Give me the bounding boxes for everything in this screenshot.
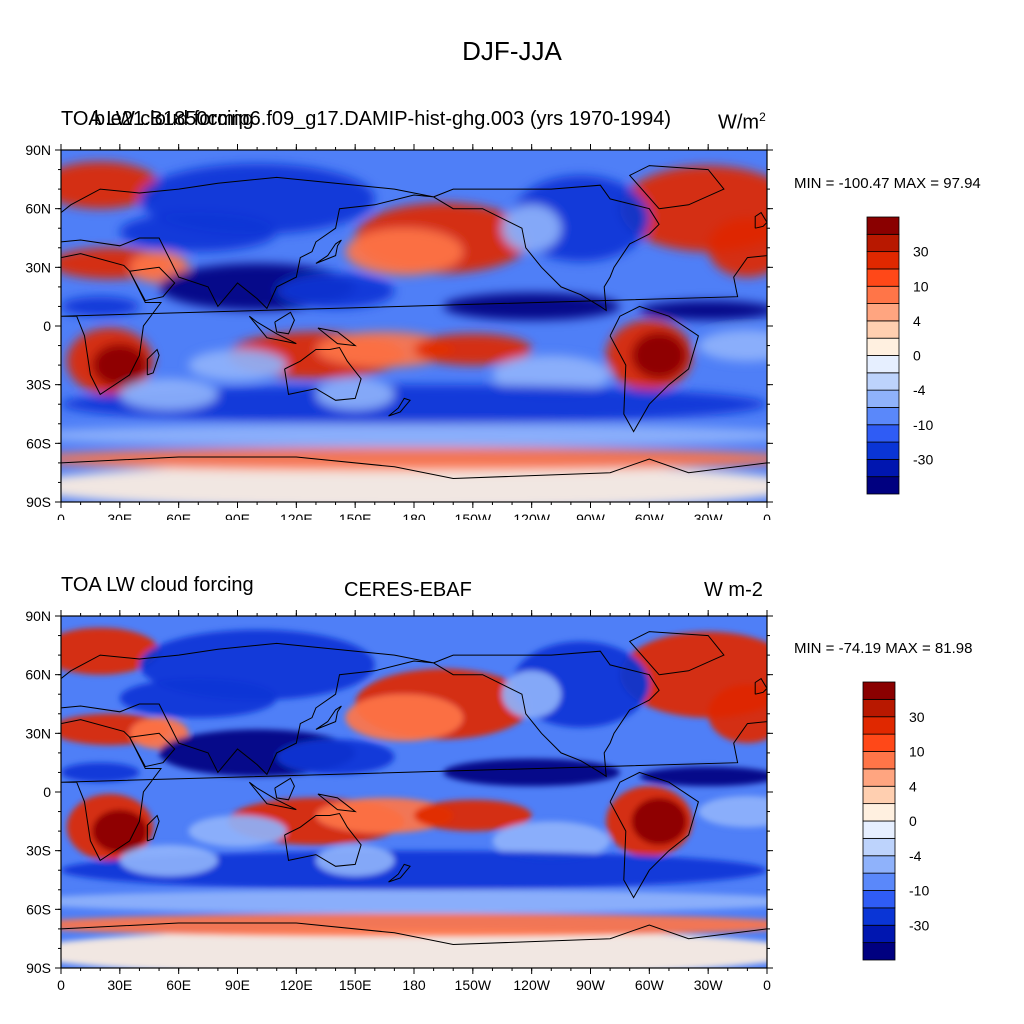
coastlines xyxy=(61,165,767,480)
lon-tick-label: 30W xyxy=(694,977,724,993)
lon-tick-label: 150W xyxy=(455,511,492,520)
colorbar-tick-label: 0 xyxy=(909,813,917,829)
colorbar-tick-label: 4 xyxy=(909,778,917,794)
lon-tick-label: 60E xyxy=(166,511,191,520)
colorbar-tick-label: 10 xyxy=(913,278,929,294)
lon-tick-label: 90E xyxy=(225,511,250,520)
coastlines xyxy=(61,631,767,946)
lat-tick-label: 60S xyxy=(26,901,51,917)
axis-ticks xyxy=(55,610,773,974)
colorbar-box xyxy=(862,698,896,718)
colorbar-box xyxy=(862,855,896,874)
lat-tick-label: 30N xyxy=(25,259,51,275)
lon-tick-label: 60W xyxy=(635,511,665,520)
colorbar-tick-label: -4 xyxy=(913,382,926,398)
colorbar-tick-label: 0 xyxy=(913,348,921,364)
colorbar-box xyxy=(862,803,896,822)
lat-tick-label: 90S xyxy=(26,960,51,976)
model-panel: TOA LW cloud forcing b.e21.B1850cmip6.f0… xyxy=(25,108,981,520)
lat-tick-label: 60N xyxy=(25,667,51,683)
lon-tick-label: 90E xyxy=(225,977,250,993)
map-plot: 90N 60N 30N 0 30S 60S 90S 0 30E 60E 90E 120E 150E 180… xyxy=(25,142,773,520)
colorbar-tick-label: 10 xyxy=(909,744,925,760)
colorbar-box xyxy=(862,785,896,805)
colorbar: 30 10 4 0 -4 -10 -30 xyxy=(866,216,933,495)
colorbar-box xyxy=(862,872,896,891)
axis-ticks xyxy=(55,144,773,508)
colorbar-box xyxy=(862,681,896,700)
colorbar-box xyxy=(862,733,896,752)
lon-tick-label: 60E xyxy=(166,977,191,993)
colorbar-tick-label: -30 xyxy=(913,451,933,467)
lon-tick-label: 120E xyxy=(280,511,313,520)
lon-tick-label: 60W xyxy=(635,977,665,993)
lon-tick-label: 0 xyxy=(763,977,771,993)
lat-tick-label: 30S xyxy=(26,377,51,393)
colorbar-box xyxy=(862,924,896,944)
colorbar-box xyxy=(862,716,896,735)
units-label: W/m2 xyxy=(718,110,766,134)
lat-tick-label: 90N xyxy=(25,608,51,624)
lon-tick-label: 120W xyxy=(513,511,550,520)
colorbar-tick-label: -10 xyxy=(913,417,933,433)
colorbar-tick-label: 30 xyxy=(913,244,929,260)
lat-tick-label: 90S xyxy=(26,494,51,510)
lon-tick-label: 0 xyxy=(763,511,771,520)
colorbar-boxes xyxy=(862,681,896,961)
colorbar-box xyxy=(862,820,896,839)
lat-tick-label: 90N xyxy=(25,142,51,158)
left-title: TOA LW cloud forcing xyxy=(61,108,254,130)
colorbar-box xyxy=(862,751,896,770)
field-layer xyxy=(61,150,767,502)
lon-tick-label: 120W xyxy=(513,977,550,993)
lon-tick-label: 150W xyxy=(455,977,492,993)
colorbar-tick-label: -10 xyxy=(909,883,929,899)
lat-tick-label: 30S xyxy=(26,843,51,859)
colorbar-tick-label: 30 xyxy=(909,709,925,725)
min-max-label: MIN = -100.47 MAX = 97.94 xyxy=(794,175,981,192)
lat-tick-label: 30N xyxy=(25,725,51,741)
lon-tick-label: 0 xyxy=(57,511,65,520)
colorbar-tick-label: -4 xyxy=(909,848,922,864)
lon-tick-label: 150E xyxy=(339,511,372,520)
min-max-label: MIN = -74.19 MAX = 81.98 xyxy=(794,640,973,657)
colorbar-box xyxy=(862,768,896,787)
lat-tick-label: 0 xyxy=(43,784,51,800)
left-title: TOA LW cloud forcing xyxy=(61,574,254,596)
lat-tick-label: 60N xyxy=(25,201,51,217)
colorbar-box xyxy=(862,942,896,961)
colorbar-tick-label: 4 xyxy=(913,313,921,329)
colorbar-boxes xyxy=(866,216,900,495)
lon-tick-label: 30E xyxy=(107,977,132,993)
lon-tick-label: 30W xyxy=(694,511,724,520)
lat-tick-label: 60S xyxy=(26,435,51,451)
colorbar-tick-label: -30 xyxy=(909,917,929,933)
colorbar-box xyxy=(862,837,896,857)
colorbar-box xyxy=(866,216,900,235)
colorbar-box xyxy=(862,890,896,909)
lon-tick-label: 120E xyxy=(280,977,313,993)
figure-title: DJF-JJA xyxy=(462,36,562,66)
lon-tick-label: 90W xyxy=(576,511,606,520)
colorbar-box xyxy=(862,907,896,926)
center-title: b.e21.B1850cmip6.f09_g17.DAMIP-hist-ghg.… xyxy=(94,108,672,130)
lon-tick-label: 30E xyxy=(107,511,132,520)
lat-tick-label: 0 xyxy=(43,318,51,334)
field-layer xyxy=(61,616,767,968)
lon-tick-label: 180 xyxy=(402,977,426,993)
center-title: CERES-EBAF xyxy=(344,579,472,601)
lon-tick-label: 150E xyxy=(339,977,372,993)
lon-tick-label: 180 xyxy=(402,511,426,520)
units-label: W m-2 xyxy=(704,579,763,601)
lon-tick-label: 0 xyxy=(57,977,65,993)
lon-tick-label: 90W xyxy=(576,977,606,993)
